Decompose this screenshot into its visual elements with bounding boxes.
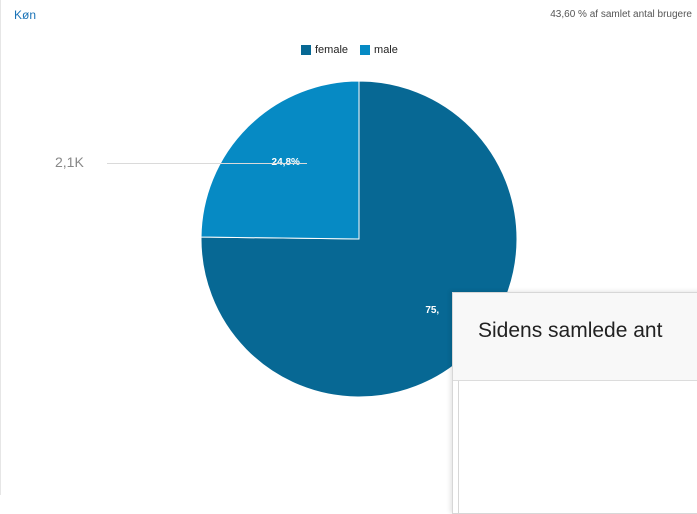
pie-label-male: 24,8% — [272, 157, 300, 168]
card-title: Sidens samlede ant — [478, 319, 663, 342]
legend-label-male: male — [374, 44, 398, 56]
card-header: Sidens samlede ant — [453, 293, 697, 381]
page-total-card: Sidens samlede ant — [452, 292, 697, 514]
legend-swatch-female — [301, 45, 311, 55]
card-body — [458, 381, 697, 513]
legend-item-male[interactable]: male — [360, 44, 398, 56]
legend-label-female: female — [315, 44, 349, 56]
gender-panel: Køn 43,60 % af samlet antal brugere fema… — [0, 0, 692, 495]
legend-item-female[interactable]: female — [301, 44, 348, 56]
legend-swatch-male — [360, 45, 371, 55]
panel-title: Køn — [14, 8, 37, 22]
y-axis-tick: 2,1K — [55, 154, 84, 170]
pie-label-female: 75, — [425, 305, 439, 316]
pie-slice-male[interactable] — [200, 80, 360, 240]
chart-legend: female male — [301, 44, 398, 56]
panel-subtitle: 43,60 % af samlet antal brugere — [550, 9, 692, 20]
grid-line — [107, 163, 307, 164]
